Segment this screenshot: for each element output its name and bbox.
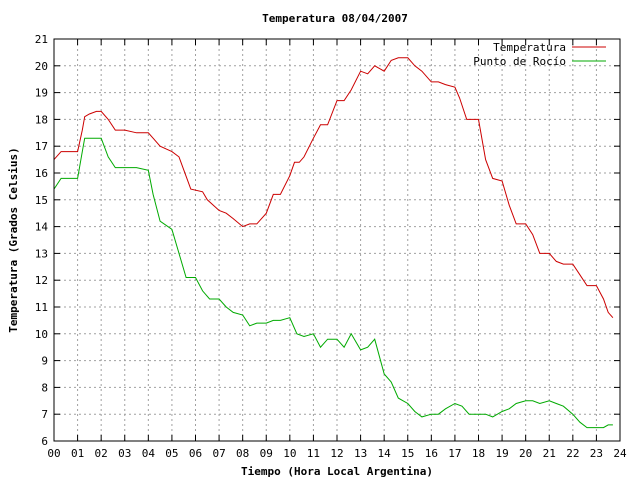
series-line-punto-de-rocio bbox=[53, 137, 613, 429]
x-tick-label: 15 bbox=[401, 447, 414, 460]
x-axis-ticks: 00 01 02 03 04 05 06 07 08 09 10 11 12 13 14 15 16 17 18 19… bbox=[47, 39, 627, 460]
x-tick-label: 00 bbox=[47, 447, 60, 460]
y-tick-label: 15 bbox=[35, 194, 48, 207]
x-tick-label: 01 bbox=[71, 447, 84, 460]
x-tick-label: 08 bbox=[236, 447, 249, 460]
x-tick-label: 11 bbox=[307, 447, 320, 460]
y-tick-label: 21 bbox=[35, 33, 48, 46]
x-tick-label: 18 bbox=[472, 447, 485, 460]
y-tick-label: 8 bbox=[41, 381, 48, 394]
y-tick-label: 9 bbox=[41, 355, 48, 368]
x-tick-label: 22 bbox=[566, 447, 579, 460]
x-tick-label: 10 bbox=[283, 447, 296, 460]
x-axis-label: Tiempo (Hora Local Argentina) bbox=[241, 465, 433, 478]
x-tick-label: 20 bbox=[519, 447, 532, 460]
y-tick-label: 6 bbox=[41, 435, 48, 448]
x-tick-label: 13 bbox=[354, 447, 367, 460]
x-tick-label: 24 bbox=[613, 447, 627, 460]
y-tick-label: 11 bbox=[35, 301, 48, 314]
y-tick-label: 10 bbox=[35, 328, 48, 341]
y-tick-label: 20 bbox=[35, 60, 48, 73]
chart-title: Temperatura 08/04/2007 bbox=[262, 12, 408, 25]
x-tick-label: 09 bbox=[260, 447, 273, 460]
y-tick-label: 7 bbox=[41, 408, 48, 421]
y-tick-label: 18 bbox=[35, 113, 48, 126]
x-tick-label: 06 bbox=[189, 447, 202, 460]
x-tick-label: 23 bbox=[590, 447, 603, 460]
x-tick-label: 17 bbox=[448, 447, 461, 460]
y-tick-label: 16 bbox=[35, 167, 48, 180]
y-tick-label: 13 bbox=[35, 247, 48, 260]
x-tick-label: 03 bbox=[118, 447, 131, 460]
x-tick-label: 04 bbox=[142, 447, 156, 460]
x-tick-label: 21 bbox=[543, 447, 556, 460]
series-layer bbox=[53, 57, 614, 429]
series-line-temperatura bbox=[53, 57, 614, 319]
x-tick-label: 16 bbox=[425, 447, 438, 460]
legend-label: Temperatura bbox=[493, 41, 566, 54]
legend-label: Punto de Rocío bbox=[473, 55, 566, 68]
y-tick-label: 12 bbox=[35, 274, 48, 287]
y-tick-label: 17 bbox=[35, 140, 48, 153]
x-tick-label: 05 bbox=[165, 447, 178, 460]
y-axis-label: Temperatura (Grados Celsius) bbox=[7, 147, 20, 332]
x-tick-label: 02 bbox=[95, 447, 108, 460]
x-tick-label: 19 bbox=[495, 447, 508, 460]
plot-frame bbox=[53, 38, 621, 442]
x-tick-label: 12 bbox=[330, 447, 343, 460]
y-axis-ticks: 6 7 8 9 10 11 12 13 14 15 16 17 18 19 20 21 bbox=[35, 33, 620, 448]
x-tick-label: 14 bbox=[378, 447, 392, 460]
y-tick-label: 19 bbox=[35, 87, 48, 100]
x-tick-label: 07 bbox=[212, 447, 225, 460]
y-tick-label: 14 bbox=[35, 221, 49, 234]
